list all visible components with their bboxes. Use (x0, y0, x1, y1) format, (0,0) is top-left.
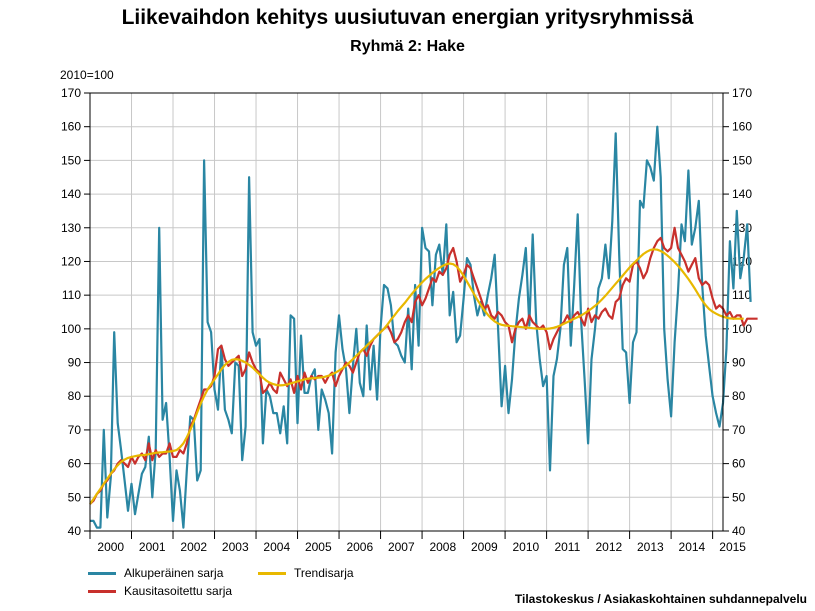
y-tick-label-left: 110 (62, 288, 81, 302)
y-tick-label-left: 90 (68, 356, 82, 370)
legend-item-seasonal: Kausitasoitettu sarja (88, 584, 232, 598)
source-credit: Tilastokeskus / Asiakaskohtainen suhdann… (514, 592, 807, 606)
y-tick-label-right: 80 (732, 389, 746, 403)
legend-swatch-trend (258, 571, 286, 575)
plot-frame (89, 92, 724, 532)
x-tick-label: 2007 (388, 540, 415, 554)
x-tick-label: 2003 (222, 540, 249, 554)
legend-label-trend: Trendisarja (294, 566, 354, 580)
y-axis-left: 40 50 60 70 80 90 100 110 120 130 140 150 160 170 (61, 86, 90, 538)
x-tick-label: 2015 (719, 540, 746, 554)
y-tick-label-right: 70 (732, 423, 746, 437)
y-tick-label-right: 160 (732, 120, 752, 134)
y-tick-label-right: 140 (732, 187, 752, 201)
y-tick-label-left: 100 (61, 322, 81, 336)
x-tick-label: 2005 (305, 540, 332, 554)
series-line-seasonal (89, 226, 758, 505)
series-line-trend (89, 248, 744, 505)
y-tick-label-left: 50 (68, 490, 82, 504)
y-tick-label-right: 90 (732, 356, 746, 370)
y-tick-label-right: 50 (732, 490, 746, 504)
y-tick-label-left: 170 (61, 86, 81, 100)
y-tick-label-right: 60 (732, 457, 746, 471)
y-tick-label-right: 170 (732, 86, 752, 100)
x-tick-label: 2002 (180, 540, 207, 554)
y-tick-label-left: 60 (68, 457, 82, 471)
y-tick-label-right: 110 (732, 288, 751, 302)
legend-item-trend: Trendisarja (258, 566, 354, 580)
chart-subtitle: Ryhmä 2: Hake (350, 38, 465, 55)
x-tick-label: 2001 (139, 540, 166, 554)
x-tick-label: 2010 (512, 540, 539, 554)
x-tick-label: 2014 (679, 540, 706, 554)
legend-swatch-original (88, 571, 116, 575)
series-lines (89, 125, 758, 529)
series-line-original (90, 125, 752, 529)
legend-label-seasonal: Kausitasoitettu sarja (124, 584, 233, 598)
y-tick-label-left: 160 (61, 120, 81, 134)
x-tick-label: 2009 (471, 540, 498, 554)
chart-title: Liikevaihdon kehitys uusiutuvan energian… (121, 6, 694, 29)
x-tick-label: 2000 (97, 540, 124, 554)
y-tick-label-right: 150 (732, 153, 752, 167)
y-tick-label-left: 140 (61, 187, 81, 201)
gridlines (90, 92, 723, 532)
y-tick-label-left: 70 (68, 423, 82, 437)
legend-item-original: Alkuperäinen sarja (88, 566, 223, 580)
x-tick-label: 2011 (554, 540, 580, 554)
x-tick-label: 2013 (637, 540, 664, 554)
legend-label-original: Alkuperäinen sarja (124, 566, 224, 580)
x-tick-label: 2004 (263, 540, 290, 554)
y-tick-label-left: 80 (68, 389, 82, 403)
y-tick-label-right: 100 (732, 322, 752, 336)
y-tick-label-left: 150 (61, 153, 81, 167)
y-tick-label-left: 40 (68, 524, 82, 538)
x-tick-label: 2012 (596, 540, 623, 554)
x-axis: 2000 2001 2002 2003 2004 2005 2006 2007 2008 2009… (89, 531, 746, 554)
x-tick-label: 2006 (346, 540, 373, 554)
y-tick-label-left: 120 (61, 254, 81, 268)
y-tick-label-right: 40 (732, 524, 746, 538)
y-axis-unit-label: 2010=100 (60, 68, 114, 82)
x-tick-label: 2008 (429, 540, 456, 554)
y-tick-label-left: 130 (61, 221, 81, 235)
legend-swatch-seasonal (88, 589, 116, 593)
